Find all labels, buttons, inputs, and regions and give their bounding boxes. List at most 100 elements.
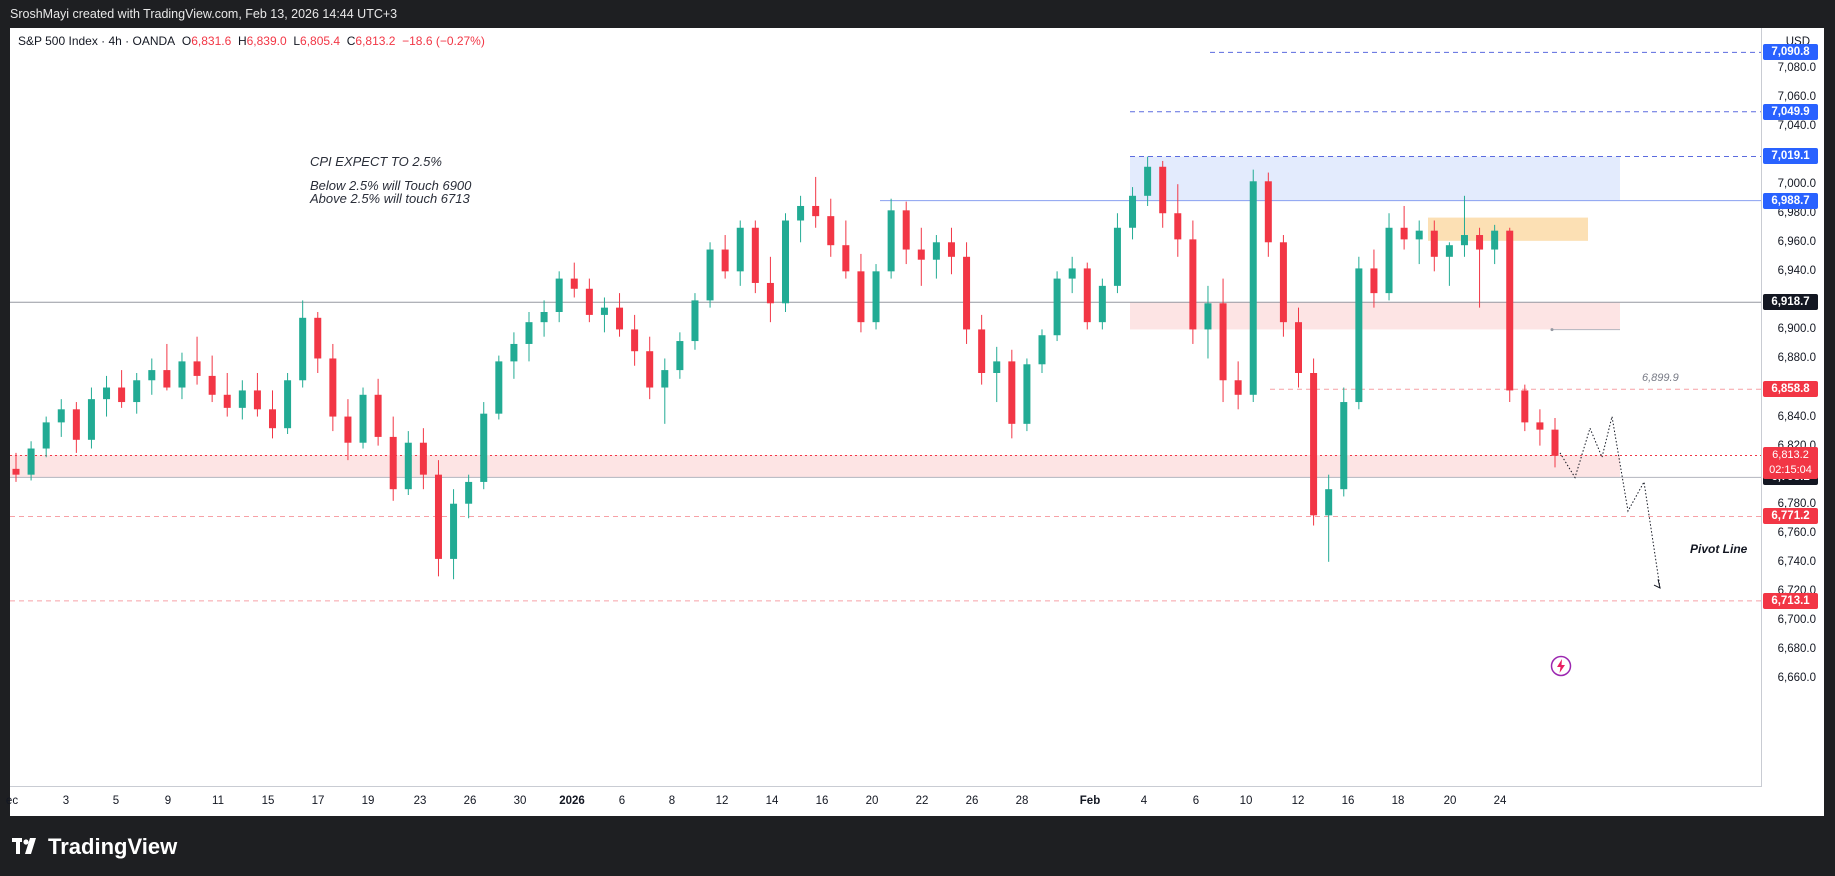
candle-body [193,361,201,376]
level-label: 6,899.9 [1642,372,1679,384]
candle-body [1068,268,1076,279]
price-badge: 6,918.7 [1763,294,1818,311]
chart-plot-area[interactable]: S&P 500 Index · 4h · OANDA O6,831.6 H6,8… [10,28,1762,787]
candle-body [1249,181,1257,395]
level-6899-dot [1550,328,1554,332]
candle-body [1204,303,1212,330]
price-tick: 6,700.0 [1777,613,1816,626]
time-tick: 11 [212,795,224,807]
time-tick: 8 [668,795,676,807]
candle-body [585,288,593,315]
price-axis[interactable]: USD 7,080.0 7,060.0 7,040.0 7,000.0 6,980.0 6… [1762,28,1824,786]
candle-body [1023,364,1031,424]
chart-frame: S&P 500 Index · 4h · OANDA O6,831.6 H6,8… [6,28,1824,816]
annotation-below: Below 2.5% will Touch 6900 [310,178,472,193]
candle-body [947,242,955,257]
candle-body [1430,230,1438,257]
candle-body [1370,268,1378,294]
candle-body [797,205,805,221]
price-tick: 6,780.0 [1777,497,1816,510]
price-badge: 6,988.7 [1763,192,1818,209]
candle-body [1536,422,1544,430]
tradingview-logo[interactable]: TradingView [12,834,177,860]
candle-body [299,317,307,381]
candle-body [389,436,397,490]
candle-body [555,278,563,312]
candle-body [359,394,367,443]
candle-body [12,468,20,475]
time-tick: 2026 [559,795,585,807]
candle-body [812,205,820,217]
candle-body [963,256,971,330]
candle-body [178,361,186,388]
annotation-cpi: CPI EXPECT TO 2.5% [310,154,442,169]
candle-body [1385,227,1393,294]
candle-body [27,448,35,475]
candle-body [721,249,729,272]
price-badge: 7,090.8 [1763,44,1818,61]
candle-body [993,361,1001,373]
candle-body [465,481,473,504]
resistance-retest-zone [1130,302,1620,330]
candle-body [118,387,126,403]
legend-low-label: L [293,34,301,48]
time-tick: 5 [112,795,120,807]
price-tick: 6,740.0 [1777,555,1816,568]
time-tick: 20 [1443,795,1457,807]
time-axis[interactable]: ec 3 5 9 11 15 17 19 23 26 30 2026 6 8 12 14 16 20 22 26 28 F… [6,787,1761,816]
candle-body [1053,278,1061,336]
pivot-line-label: Pivot Line [1690,542,1748,556]
candle-body [329,358,337,417]
legend-symbol: S&P 500 Index · 4h · OANDA [18,34,176,48]
candle-body [1340,402,1348,490]
candle-body [782,220,789,304]
legend-change: −18.6 (−0.27%) [402,34,485,48]
time-tick: 30 [513,795,527,807]
time-tick: 3 [62,795,70,807]
candle-body [495,361,503,414]
price-badge: 6,858.8 [1763,381,1818,398]
candle-body [887,210,895,272]
price-tick: 6,980.0 [1777,207,1816,220]
candle-body [1506,230,1514,391]
time-tick: 17 [311,795,325,807]
symbol-legend: S&P 500 Index · 4h · OANDA O6,831.6 H6,8… [18,34,485,48]
candle-body [72,409,80,440]
price-tick: 6,660.0 [1777,672,1816,684]
candle-body [1159,166,1167,214]
candle-body [827,216,835,246]
price-tick: 6,680.0 [1777,642,1816,655]
candle-body [480,413,488,482]
brand-name: TradingView [48,834,178,859]
candle-body [510,343,518,362]
chart-svg [10,51,1761,602]
candle-body [676,341,684,371]
top-caption-bar: SroshMayi created with TradingView.com, … [0,0,1835,28]
candle-body [1415,230,1423,240]
time-tick: 22 [915,795,929,807]
candle-body [1264,181,1272,243]
candle-body [148,370,156,381]
price-badge: 7,019.1 [1763,148,1818,165]
candle-body [766,282,774,304]
time-tick: 12 [1291,795,1305,807]
candle-body [631,329,639,352]
time-tick: 24 [1493,795,1507,807]
time-tick: Feb [1079,795,1101,807]
candle-body [314,317,322,359]
candle-body [646,351,654,388]
footer-bar: TradingView [0,816,1835,876]
price-badge: 7,049.9 [1763,103,1818,120]
time-tick: 12 [715,795,729,807]
candle-body [1038,335,1046,365]
price-tick: 7,000.0 [1777,178,1816,191]
price-tick: 6,760.0 [1777,526,1816,539]
legend-low: 6,805.4 [300,34,341,48]
legend-high-label: H [237,34,247,48]
candle-body [1008,361,1016,424]
price-tick: 7,060.0 [1777,91,1816,104]
candle-body [1129,195,1137,228]
candle-body [525,322,533,344]
candle-body [404,442,412,490]
lightning-icon[interactable] [1550,655,1572,682]
